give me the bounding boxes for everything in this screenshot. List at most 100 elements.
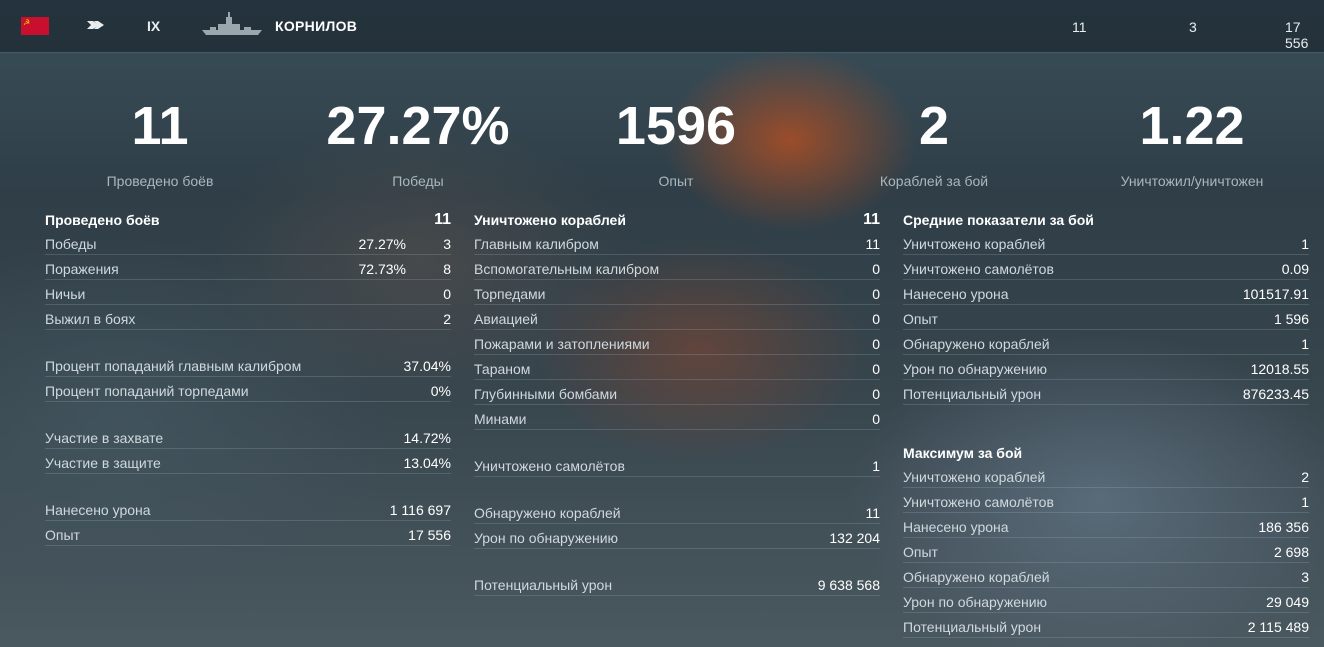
row-value: 1 <box>1301 336 1309 352</box>
planes-destroyed-row: Уничтожено самолётов 1 <box>474 452 880 477</box>
ussr-flag-icon: ☭ <box>21 17 49 35</box>
row-value: 2 <box>1301 469 1309 485</box>
row-value: 0 <box>872 286 880 302</box>
battles-header-row: Проведено боёв 11 <box>45 206 451 230</box>
row-label: Глубинными бомбами <box>474 386 618 402</box>
row-value: 1 <box>872 458 880 474</box>
row-value: 0 <box>872 261 880 277</box>
table-row: Опыт 2 698 <box>903 538 1309 563</box>
table-row: Обнаружено кораблей 3 <box>903 563 1309 588</box>
row-label: Ничьи <box>45 286 86 302</box>
row-label: Потенциальный урон <box>474 577 613 593</box>
table-row: Нанесено урона 186 356 <box>903 513 1309 538</box>
table-row: Авиацией 0 <box>474 305 880 330</box>
summary-exp-value: 1596 <box>615 96 737 156</box>
row-label: Опыт <box>903 311 938 327</box>
header-experience: 17 556 <box>1285 19 1309 51</box>
experience-row: Опыт 17 556 <box>45 521 451 546</box>
table-row: Уничтожено кораблей 1 <box>903 230 1309 255</box>
losses-percent: 72.73% <box>358 261 406 277</box>
row-value: 13.04% <box>403 455 451 471</box>
row-value: 1 <box>1301 494 1309 510</box>
row-label: Вспомогательным калибром <box>474 261 660 277</box>
row-label: Уничтожено кораблей <box>903 236 1046 252</box>
row-value: 11 <box>434 211 451 228</box>
row-label: Главным калибром <box>474 236 599 252</box>
row-value: 1 <box>1301 236 1309 252</box>
summary-kd-value: 1.22 <box>1139 96 1245 156</box>
row-label: Торпедами <box>474 286 546 302</box>
table-row: Уничтожено кораблей 2 <box>903 463 1309 488</box>
table-row: Вспомогательным калибром 0 <box>474 255 880 280</box>
row-label: Урон по обнаружению <box>903 594 1048 610</box>
row-label: Урон по обнаружению <box>474 530 619 546</box>
row-label: Пожарами и затоплениями <box>474 336 650 352</box>
survived-row: Выжил в боях 2 <box>45 305 451 330</box>
row-value: 9 638 568 <box>817 577 880 593</box>
row-label: Процент попаданий торпедами <box>45 383 249 399</box>
row-value: 132 204 <box>829 530 880 546</box>
ship-header-bar: ☭ IX КОРНИЛОВ 11 3 17 556 <box>0 0 1324 53</box>
row-label: Поражения <box>45 261 119 277</box>
row-value: 0 <box>872 311 880 327</box>
row-label: Тараном <box>474 361 531 377</box>
row-label: Нанесено урона <box>45 502 151 518</box>
ship-silhouette-icon <box>202 12 262 35</box>
table-row: Обнаружено кораблей 1 <box>903 330 1309 355</box>
header-wins: 3 <box>1189 19 1197 35</box>
row-label: Уничтожено кораблей <box>474 212 626 228</box>
table-row: Потенциальный урон 2 115 489 <box>903 613 1309 638</box>
losses-row: Поражения 72.73% 8 <box>45 255 451 280</box>
row-value: 0% <box>430 383 451 399</box>
row-value: 29 049 <box>1266 594 1309 610</box>
row-value: 37.04% <box>403 358 451 374</box>
summary-wins-label: Победы <box>392 173 444 189</box>
summary-kd-label: Уничтожил/уничтожен <box>1120 173 1264 189</box>
damage-row: Нанесено урона 1 116 697 <box>45 496 451 521</box>
row-value: 186 356 <box>1258 519 1309 535</box>
row-label: Проведено боёв <box>45 212 160 228</box>
summary-wins-value: 27.27% <box>326 96 510 156</box>
row-value: 11 <box>863 211 880 228</box>
row-value: 0 <box>872 386 880 402</box>
row-label: Участие в защите <box>45 455 161 471</box>
capture-row: Участие в захвате 14.72% <box>45 424 451 449</box>
section-title: Максимум за бой <box>903 445 1023 461</box>
table-row: Уничтожено самолётов 1 <box>903 488 1309 513</box>
table-row: Главным калибром 11 <box>474 230 880 255</box>
row-value: 3 <box>1301 569 1309 585</box>
summary-battles-value: 11 <box>131 96 189 156</box>
row-value: 0 <box>872 411 880 427</box>
summary-ships-per-battle-value: 2 <box>918 96 950 156</box>
row-label: Нанесено урона <box>903 519 1009 535</box>
row-value: 11 <box>865 236 880 252</box>
table-row: Глубинными бомбами 0 <box>474 380 880 405</box>
row-value: 1 596 <box>1273 311 1309 327</box>
ship-tier: IX <box>147 18 161 34</box>
destroyed-header-row: Уничтожено кораблей 11 <box>474 206 880 230</box>
averages-column: Средние показатели за бой Уничтожено кор… <box>903 206 1309 638</box>
row-label: Урон по обнаружению <box>903 361 1048 377</box>
row-value: 17 556 <box>408 527 451 543</box>
table-row: Минами 0 <box>474 405 880 430</box>
row-value: 2 698 <box>1273 544 1309 560</box>
row-value: 0 <box>872 361 880 377</box>
row-label: Опыт <box>903 544 938 560</box>
torpedo-hit-row: Процент попаданий торпедами 0% <box>45 377 451 402</box>
row-label: Обнаружено кораблей <box>903 336 1050 352</box>
destroyed-ships-column: Уничтожено кораблей 11 Главным калибром … <box>474 206 880 596</box>
defense-row: Участие в защите 13.04% <box>45 449 451 474</box>
row-label: Уничтожено самолётов <box>903 494 1054 510</box>
destroyer-class-icon <box>87 21 104 29</box>
row-label: Потенциальный урон <box>903 619 1042 635</box>
table-row: Опыт 1 596 <box>903 305 1309 330</box>
averages-header-row: Средние показатели за бой <box>903 206 1309 230</box>
battles-column: Проведено боёв 11 Победы 27.27% 3 Пораже… <box>45 206 451 546</box>
row-label: Минами <box>474 411 527 427</box>
row-value: 11 <box>865 505 880 521</box>
row-value: 0.09 <box>1281 261 1309 277</box>
main-battery-hit-row: Процент попаданий главным калибром 37.04… <box>45 352 451 377</box>
row-value: 12018.55 <box>1250 361 1309 377</box>
table-row: Урон по обнаружению 12018.55 <box>903 355 1309 380</box>
summary-ships-per-battle-label: Кораблей за бой <box>879 173 989 189</box>
